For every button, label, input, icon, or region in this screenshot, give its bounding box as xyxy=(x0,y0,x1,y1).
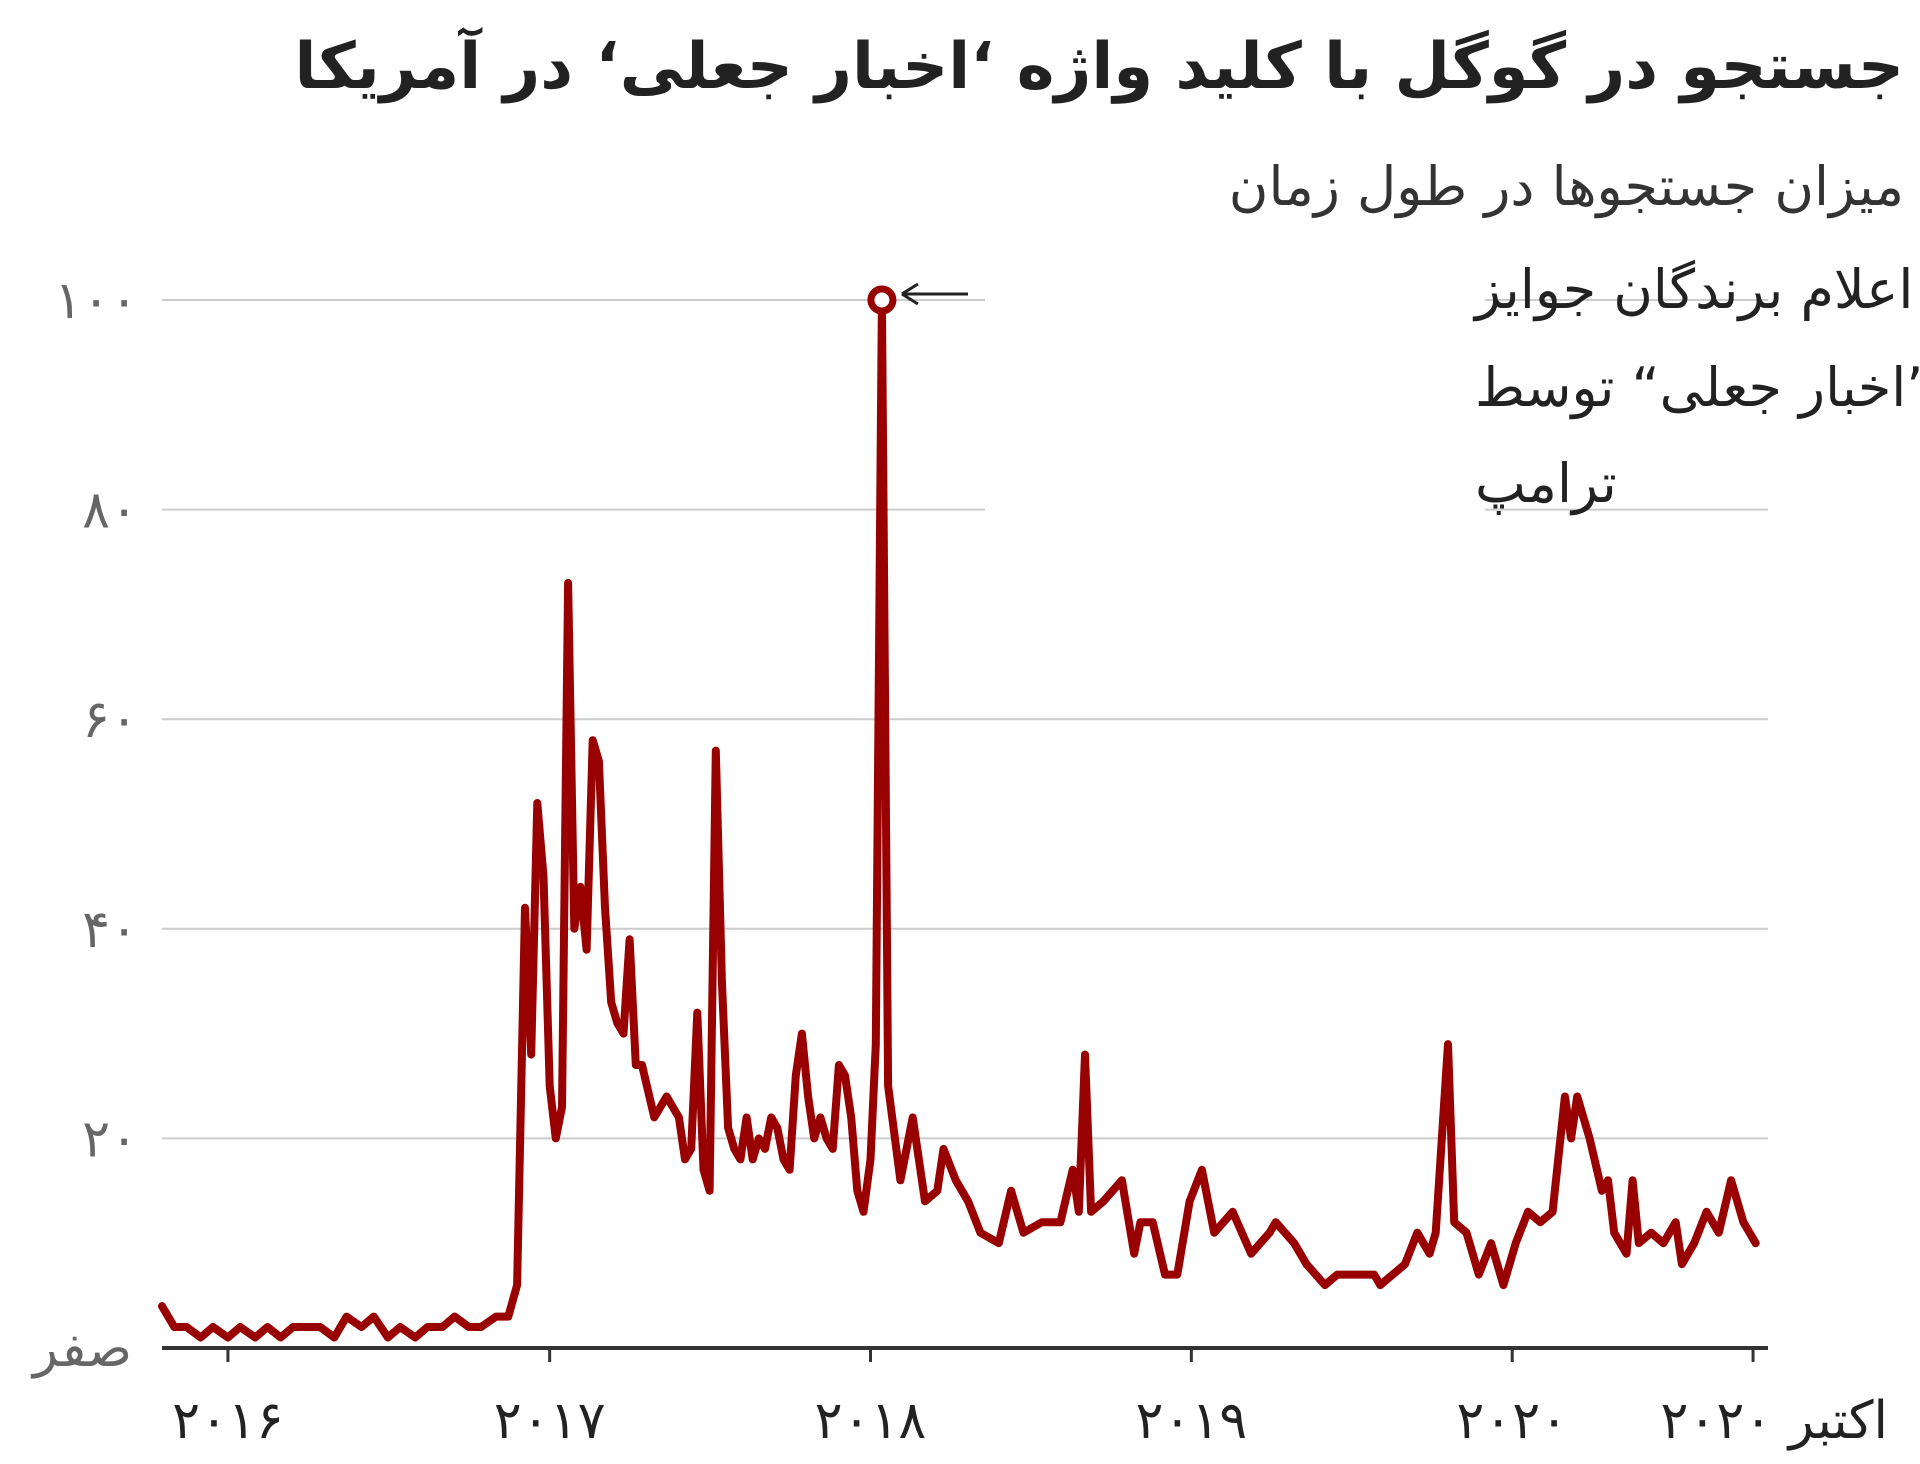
x-tick-label: ۲۰۲۰ xyxy=(1456,1391,1568,1451)
y-tick-label: ۲۰ xyxy=(82,1109,138,1169)
chart-subtitle: میزان جستجوها در طول زمان xyxy=(1228,155,1904,218)
annotation-background xyxy=(985,255,1485,520)
annotation-group: اعلام برندگان جوایز ”اخبار جعلی“ توسط ترام… xyxy=(901,255,1920,520)
peak-marker xyxy=(867,285,897,315)
series-line xyxy=(158,296,1760,1342)
y-tick-label: ۱۰۰ xyxy=(54,271,138,331)
x-tick-label: ۲۰۱۶ xyxy=(172,1391,284,1451)
y-tick-labels: صفر ۲۰ ۴۰ ۶۰ ۸۰ ۱۰۰ xyxy=(30,271,138,1379)
annotation-text-line: ترامپ xyxy=(1475,452,1617,515)
y-tick-label: ۸۰ xyxy=(82,481,138,541)
y-tick-label: ۴۰ xyxy=(82,900,138,960)
x-tick-label: ۲۰۱۷ xyxy=(494,1391,606,1451)
x-tick-label: اکتبر ۲۰۲۰ xyxy=(1660,1391,1888,1451)
annotation-text-line: اعلام برندگان جوایز xyxy=(1472,258,1913,321)
x-tick-label: ۲۰۱۸ xyxy=(815,1391,927,1451)
annotation-arrowhead xyxy=(901,282,919,306)
chart-title: جستجو در گوگل با کلید واژه ‘اخبار جعلی‘ … xyxy=(294,30,1904,104)
gridlines xyxy=(162,299,1768,1140)
annotation-text-line: ”اخبار جعلی“ توسط xyxy=(1475,356,1920,419)
y-tick-label: صفر xyxy=(30,1319,132,1379)
x-axis-ticks: ۲۰۱۶ ۲۰۱۷ ۲۰۱۸ ۲۰۱۹ ۲۰۲۰ اکتبر ۲۰۲۰ xyxy=(172,1348,1888,1451)
y-tick-label: ۶۰ xyxy=(82,690,138,750)
x-tick-label: ۲۰۱۹ xyxy=(1135,1391,1247,1451)
